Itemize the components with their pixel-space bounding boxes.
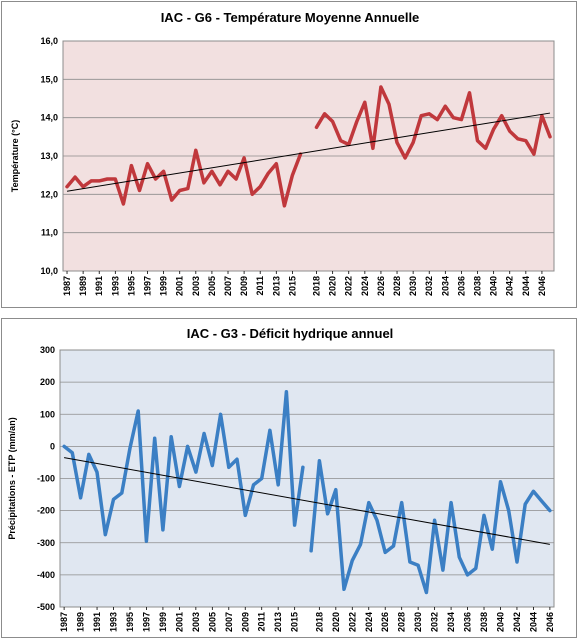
temperature-chart-panel: IAC - G6 - Température Moyenne Annuelle 1… bbox=[1, 1, 577, 308]
y-axis-label: Précipitations - ETP (mm/an) bbox=[7, 417, 17, 539]
x-tick-label: 2007 bbox=[224, 612, 234, 632]
x-tick-label: 2018 bbox=[314, 612, 324, 632]
x-tick-label: 2007 bbox=[223, 276, 233, 296]
x-tick-label: 2046 bbox=[545, 612, 555, 632]
temperature-chart: IAC - G6 - Température Moyenne Annuelle 1… bbox=[10, 10, 555, 296]
x-tick-label: 2034 bbox=[446, 612, 456, 632]
x-tick-label: 1989 bbox=[78, 276, 88, 296]
x-tick-label: 2032 bbox=[430, 612, 440, 632]
x-tick-label: 1991 bbox=[92, 612, 102, 632]
x-tick-label: 2001 bbox=[174, 612, 184, 632]
x-tick-label: 2030 bbox=[413, 612, 423, 632]
y-tick-label: 15,0 bbox=[40, 74, 58, 84]
y-tick-label: 10,0 bbox=[40, 266, 58, 276]
series-line bbox=[62, 390, 305, 543]
series-line bbox=[309, 459, 552, 595]
y-tick-label: 11,0 bbox=[41, 228, 58, 238]
x-tick-label: 1991 bbox=[94, 276, 104, 296]
y-tick-label: 200 bbox=[40, 377, 55, 387]
x-tick-label: 2003 bbox=[191, 276, 201, 296]
x-tick-label: 1987 bbox=[62, 276, 72, 296]
x-tick-label: 2003 bbox=[191, 612, 201, 632]
x-tick-label: 1997 bbox=[143, 276, 153, 296]
y-tick-label: -100 bbox=[37, 474, 55, 484]
x-tick-label: 2024 bbox=[360, 276, 370, 296]
y-tick-label: 100 bbox=[40, 409, 55, 419]
series-line bbox=[314, 85, 552, 160]
x-tick-label: 2020 bbox=[328, 276, 338, 296]
x-tick-label: 2024 bbox=[364, 612, 374, 632]
x-tick-label: 2036 bbox=[456, 276, 466, 296]
x-tick-label: 2040 bbox=[495, 612, 505, 632]
x-tick-label: 2044 bbox=[528, 612, 538, 632]
series-line bbox=[65, 148, 303, 208]
x-tick-label: 1999 bbox=[158, 612, 168, 632]
x-tick-label: 2032 bbox=[424, 276, 434, 296]
x-tick-label: 1993 bbox=[110, 276, 120, 296]
y-tick-label: -400 bbox=[37, 570, 55, 580]
y-tick-label: 13,0 bbox=[40, 151, 58, 161]
x-tick-label: 2038 bbox=[479, 612, 489, 632]
x-tick-label: 2040 bbox=[489, 276, 499, 296]
x-tick-label: 2022 bbox=[347, 612, 357, 632]
chart-title: IAC - G3 - Déficit hydrique annuel bbox=[187, 326, 394, 341]
x-tick-label: 2028 bbox=[392, 276, 402, 296]
x-tick-label: 2018 bbox=[312, 276, 322, 296]
x-tick-label: 2005 bbox=[207, 276, 217, 296]
x-tick-label: 1987 bbox=[59, 612, 69, 632]
x-tick-label: 2038 bbox=[473, 276, 483, 296]
y-tick-label: -300 bbox=[37, 538, 55, 548]
x-tick-label: 1997 bbox=[141, 612, 151, 632]
x-tick-label: 2044 bbox=[521, 276, 531, 296]
x-tick-label: 2011 bbox=[255, 276, 265, 296]
trend-line bbox=[66, 112, 551, 192]
x-tick-label: 1989 bbox=[76, 612, 86, 632]
x-tick-label: 1995 bbox=[125, 612, 135, 632]
x-tick-label: 2042 bbox=[505, 276, 515, 296]
y-tick-label: 0 bbox=[50, 441, 55, 451]
water-deficit-chart: IAC - G3 - Déficit hydrique annuel -500 -4… bbox=[7, 326, 555, 632]
water-deficit-chart-panel: IAC - G3 - Déficit hydrique annuel -500 -4… bbox=[1, 318, 577, 638]
chart-title: IAC - G6 - Température Moyenne Annuelle bbox=[161, 10, 420, 25]
x-tick-label: 1999 bbox=[159, 276, 169, 296]
x-tick-label: 2009 bbox=[239, 276, 249, 296]
x-tick-label: 2001 bbox=[175, 276, 185, 296]
x-tick-label: 2022 bbox=[344, 276, 354, 296]
x-tick-label: 2013 bbox=[273, 612, 283, 632]
x-tick-label: 2026 bbox=[380, 612, 390, 632]
y-tick-label: -500 bbox=[37, 602, 55, 612]
x-tick-label: 2015 bbox=[287, 276, 297, 296]
y-tick-label: 14,0 bbox=[40, 113, 58, 123]
x-tick-label: 2009 bbox=[240, 612, 250, 632]
x-tick-label: 2013 bbox=[271, 276, 281, 296]
y-tick-label: -200 bbox=[37, 506, 55, 516]
x-tick-label: 2042 bbox=[512, 612, 522, 632]
y-tick-label: 300 bbox=[40, 345, 55, 355]
x-tick-label: 2015 bbox=[290, 612, 300, 632]
x-tick-label: 1995 bbox=[126, 276, 136, 296]
x-tick-label: 2030 bbox=[408, 276, 418, 296]
x-tick-label: 2028 bbox=[397, 612, 407, 632]
y-tick-label: 12,0 bbox=[40, 189, 58, 199]
y-tick-label: 16,0 bbox=[40, 36, 58, 46]
x-tick-label: 2034 bbox=[440, 276, 450, 296]
x-tick-label: 2020 bbox=[331, 612, 341, 632]
x-tick-label: 1993 bbox=[109, 612, 119, 632]
trend-line bbox=[64, 457, 550, 545]
x-tick-label: 2011 bbox=[257, 612, 267, 632]
x-tick-label: 2005 bbox=[207, 612, 217, 632]
x-tick-label: 2026 bbox=[376, 276, 386, 296]
x-tick-label: 2046 bbox=[537, 276, 547, 296]
y-axis-label: Température (°C) bbox=[10, 120, 20, 192]
x-tick-label: 2036 bbox=[463, 612, 473, 632]
